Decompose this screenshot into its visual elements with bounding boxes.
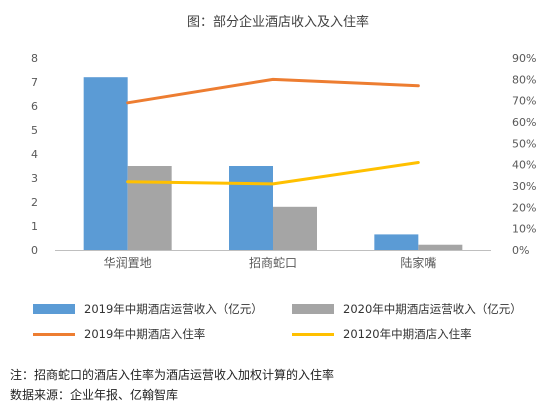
y-left-tick-label: 6 bbox=[31, 100, 38, 113]
y-left-tick-label: 8 bbox=[31, 52, 38, 65]
y-left-tick-label: 7 bbox=[31, 76, 38, 89]
y-left-tick-label: 0 bbox=[31, 244, 38, 257]
bar-2020 bbox=[127, 166, 172, 250]
y-left-tick-label: 3 bbox=[31, 172, 38, 185]
footnote: 注：招商蛇口的酒店入住率为酒店运营收入加权计算的入住率 bbox=[10, 368, 335, 382]
data-source: 数据来源：企业年报、亿翰智库 bbox=[10, 388, 179, 402]
y-right-tick-label: 70% bbox=[512, 95, 536, 108]
bar-2019 bbox=[83, 77, 128, 250]
line-series-2019 bbox=[126, 77, 420, 105]
x-tick-label: 陆家嘴 bbox=[400, 255, 436, 270]
bar-2019 bbox=[229, 166, 273, 250]
y-left-tick-label: 4 bbox=[31, 148, 38, 161]
y-right-tick-label: 0% bbox=[512, 244, 529, 257]
bar-2019 bbox=[374, 234, 419, 250]
y-right-tick-label: 30% bbox=[512, 180, 536, 193]
line-series-2020 bbox=[126, 161, 420, 186]
x-tick-label: 招商蛇口 bbox=[249, 255, 297, 270]
x-tick-label: 华润置地 bbox=[104, 256, 152, 270]
y-left-tick-label: 5 bbox=[31, 124, 38, 137]
y-left-tick-label: 1 bbox=[31, 220, 38, 233]
y-right-tick-label: 80% bbox=[512, 73, 536, 86]
y-right-tick-label: 20% bbox=[512, 201, 536, 214]
bar-2020 bbox=[273, 206, 317, 250]
y-right-tick-label: 50% bbox=[512, 137, 536, 150]
y-right-tick-label: 90% bbox=[512, 52, 536, 65]
y-right-tick-label: 40% bbox=[512, 159, 536, 172]
bar-2020 bbox=[418, 244, 463, 250]
y-right-tick-label: 10% bbox=[512, 223, 536, 236]
y-right-tick-label: 60% bbox=[512, 116, 536, 129]
y-left-tick-label: 2 bbox=[31, 196, 38, 209]
chart-title: 图：部分企业酒店收入及入住率 bbox=[186, 15, 369, 30]
